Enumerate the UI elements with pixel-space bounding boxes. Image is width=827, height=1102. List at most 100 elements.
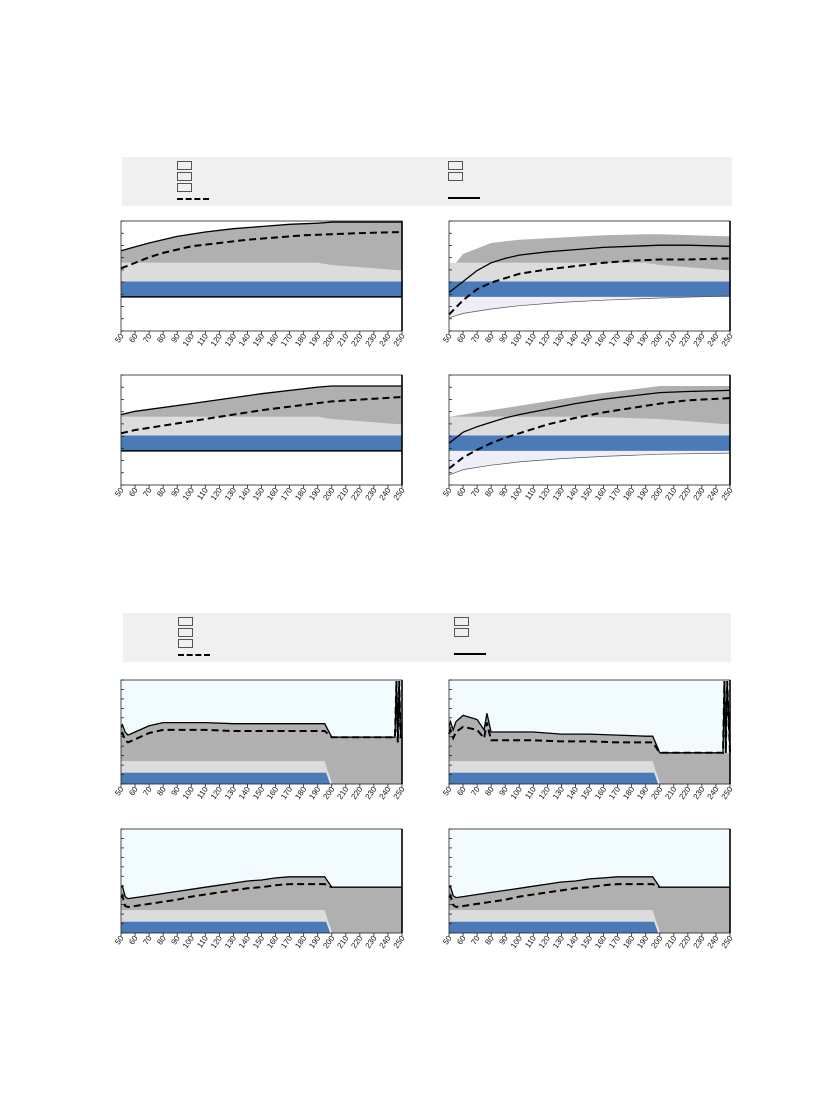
legend-swatch-light-gray (454, 617, 469, 626)
x-tick-label: 60 (127, 785, 140, 798)
x-tick-label: 50 (441, 332, 454, 345)
x-tick-label: 200 (649, 486, 664, 503)
x-tick-label: 240 (378, 785, 393, 802)
x-tick-label: 60 (127, 934, 140, 947)
legend-top (122, 157, 732, 206)
band-1 (121, 435, 402, 451)
band-1 (449, 921, 659, 933)
x-tick-label: 230 (364, 934, 379, 951)
band-3 (121, 386, 402, 425)
x-tick-label: 150 (251, 486, 266, 503)
x-tick-label: 210 (335, 332, 350, 349)
x-tick-label: 180 (621, 785, 636, 802)
x-tick-label: 110 (195, 785, 210, 801)
series-line-solid (448, 389, 731, 444)
x-tick-label: 160 (593, 332, 608, 349)
x-tick-label: 50 (113, 486, 126, 499)
x-tick-label: 130 (223, 486, 238, 503)
legend-dashed-line (177, 198, 209, 200)
legend-swatch-mid-gray (454, 628, 469, 637)
band-2 (449, 761, 659, 784)
x-tick-label: 60 (455, 785, 468, 798)
x-tick-label: 140 (565, 332, 580, 349)
x-tick-label: 180 (621, 934, 636, 951)
x-tick-label: 110 (523, 934, 538, 950)
x-tick-label: 250 (392, 332, 407, 349)
x-tick-label: 120 (537, 486, 552, 503)
band-1 (121, 772, 331, 784)
band-3 (449, 713, 730, 784)
x-tick-label: 160 (593, 934, 608, 951)
x-tick-label: 250 (720, 785, 735, 802)
x-tick-label: 210 (663, 785, 678, 802)
chart-panel-2: 50 60 70 80 90 100 110 120 130 140 150 160 170 180 190… (441, 220, 735, 349)
x-tick-label: 140 (565, 486, 580, 503)
x-tick-label: 160 (265, 486, 280, 503)
x-tick-label: 250 (720, 934, 735, 951)
x-tick-label: 70 (141, 934, 154, 947)
x-tick-label: 200 (321, 785, 336, 802)
x-tick-label: 70 (469, 934, 482, 947)
x-tick-label: 190 (635, 785, 650, 802)
x-tick-label: 210 (663, 332, 678, 349)
band-1 (449, 450, 730, 476)
x-tick-label: 170 (279, 486, 294, 503)
band-1 (449, 772, 659, 784)
x-tick-label: 70 (469, 785, 482, 798)
x-tick-label: 220 (349, 486, 364, 503)
x-tick-label: 150 (251, 934, 266, 951)
series-line-dashed (448, 680, 731, 754)
x-tick-label: 130 (223, 785, 238, 802)
x-tick-label: 180 (293, 486, 308, 503)
x-tick-label: 110 (523, 785, 538, 801)
x-tick-label: 120 (209, 486, 224, 503)
x-tick-label: 200 (649, 934, 664, 951)
x-tick-label: 240 (378, 486, 393, 503)
legend-swatch-mid-gray (448, 172, 463, 181)
legend-swatch-white (177, 183, 192, 192)
chart-panel-4: 50 60 70 80 90 100 110 120 130 140 150 160 170 180 190… (441, 374, 735, 503)
chart-panel-1: 50 60 70 80 90 100 110 120 130 140 150 160 170 180 190… (113, 220, 407, 349)
x-tick-label: 140 (565, 785, 580, 802)
band-2 (121, 761, 331, 784)
x-tick-label: 100 (509, 486, 524, 503)
x-tick-label: 220 (349, 785, 364, 802)
x-tick-label: 70 (469, 332, 482, 345)
x-tick-label: 130 (551, 934, 566, 951)
x-tick-label: 230 (692, 486, 707, 503)
legend-swatch-blue (177, 161, 192, 170)
x-tick-label: 230 (692, 934, 707, 951)
chart-panel-8: 50 60 70 80 90 100 110 120 130 140 150 160 170 180 190… (441, 828, 735, 951)
x-tick-label: 230 (364, 486, 379, 503)
x-tick-label: 180 (621, 332, 636, 349)
x-tick-label: 160 (265, 934, 280, 951)
x-tick-label: 80 (483, 332, 496, 345)
x-tick-label: 130 (551, 785, 566, 802)
x-tick-label: 140 (237, 934, 252, 951)
x-tick-label: 110 (195, 934, 210, 950)
x-tick-label: 200 (321, 934, 336, 951)
x-tick-label: 210 (335, 934, 350, 951)
x-tick-label: 120 (209, 332, 224, 349)
x-tick-label: 130 (223, 934, 238, 951)
x-tick-label: 170 (279, 785, 294, 802)
x-tick-label: 130 (223, 332, 238, 349)
x-tick-label: 110 (523, 486, 538, 502)
x-tick-label: 70 (469, 486, 482, 499)
x-tick-label: 80 (155, 486, 168, 499)
x-tick-label: 250 (392, 785, 407, 802)
x-tick-label: 50 (441, 486, 454, 499)
legend-solid-line (448, 197, 480, 199)
x-tick-label: 120 (537, 934, 552, 951)
x-tick-label: 250 (392, 486, 407, 503)
x-tick-label: 170 (279, 332, 294, 349)
series-line-solid (448, 876, 730, 899)
x-tick-label: 120 (537, 785, 552, 802)
x-tick-label: 250 (720, 332, 735, 349)
x-tick-label: 170 (607, 934, 622, 951)
x-tick-label: 100 (181, 785, 196, 802)
x-tick-label: 210 (335, 785, 350, 802)
x-tick-label: 150 (579, 332, 594, 349)
x-tick-label: 180 (293, 934, 308, 951)
x-tick-label: 190 (635, 934, 650, 951)
